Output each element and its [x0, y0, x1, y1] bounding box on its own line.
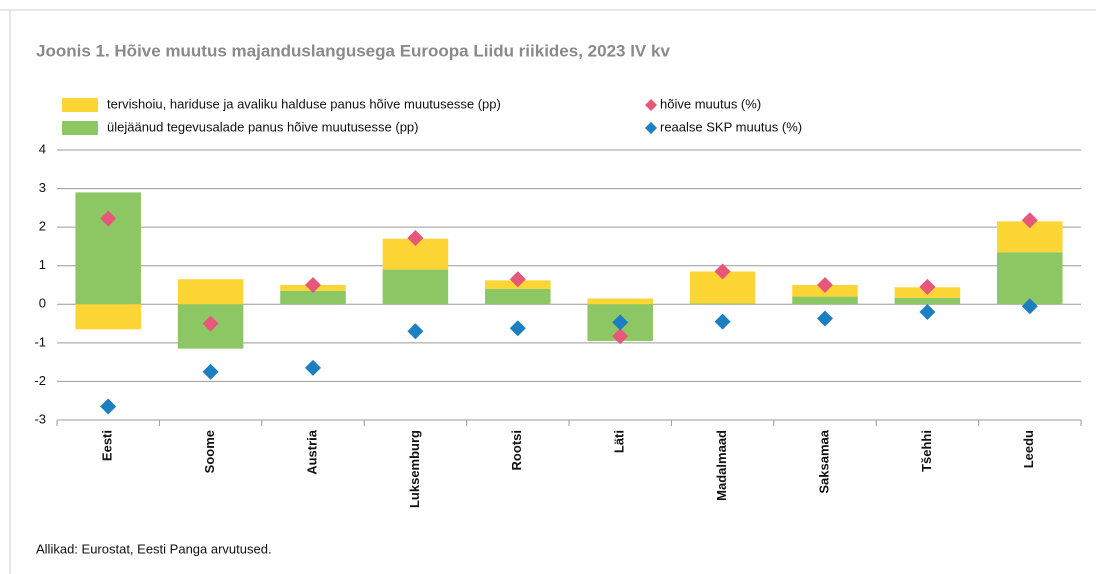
legend-label: reaalse SKP muutus (%): [660, 119, 802, 134]
diamond-marker: [612, 314, 629, 331]
bar-segment: [382, 269, 449, 305]
x-tick-label: Tšehhi: [919, 430, 934, 472]
bar-segment: [485, 288, 551, 305]
bar-segment: [75, 192, 141, 305]
diamond-marker: [817, 310, 833, 327]
bar-segment: [894, 297, 961, 305]
diamond-marker: [305, 359, 321, 376]
source-note: Allikad: Eurostat, Eesti Panga arvutused…: [36, 541, 272, 556]
diamond-marker: [817, 277, 833, 293]
bar-segment: [792, 296, 858, 305]
bar-segment: [75, 304, 141, 330]
chart-title: Joonis 1. Hõive muutus majanduslangusega…: [36, 41, 670, 60]
diamond-marker: [509, 271, 526, 288]
diamond-marker: [1021, 298, 1038, 315]
diamond-marker: [509, 320, 526, 337]
x-tick-label: Soome: [202, 430, 217, 473]
diamond-marker: [407, 323, 424, 340]
bar-segment: [177, 279, 244, 305]
legend-label: hõive muutus (%): [660, 96, 761, 111]
bar-segment: [997, 252, 1063, 305]
x-tick-label: Leedu: [1021, 430, 1036, 468]
diamond-marker: [919, 278, 936, 295]
x-tick-label: Rootsi: [509, 430, 524, 470]
bar-segment: [280, 290, 346, 305]
legend-marker: [645, 122, 657, 134]
legend-marker: [645, 99, 657, 111]
diamond-marker: [100, 398, 117, 415]
x-tick-label: Eesti: [100, 430, 115, 461]
diamond-marker: [305, 277, 321, 293]
y-tick-label: 3: [39, 180, 46, 195]
diamond-marker: [407, 229, 424, 246]
diamond-marker: [202, 363, 219, 380]
bar-segment: [587, 298, 653, 305]
y-tick-label: 2: [39, 219, 46, 234]
x-tick-label: Austria: [304, 429, 319, 475]
y-tick-label: 0: [39, 296, 46, 311]
legend-label: ülejäänud tegevusalade panus hõive muutu…: [107, 119, 419, 134]
y-tick-label: -1: [34, 334, 46, 349]
diamond-marker: [714, 263, 731, 280]
bar-segment: [689, 303, 756, 305]
x-tick-label: Madalmaad: [714, 430, 729, 501]
diamond-marker: [1021, 212, 1038, 229]
diamond-marker: [100, 210, 117, 227]
y-tick-label: 4: [39, 141, 46, 156]
x-tick-label: Luksemburg: [407, 430, 422, 508]
diamond-marker: [714, 313, 731, 330]
diamond-marker: [612, 328, 629, 345]
legend-swatch: [62, 98, 98, 112]
y-tick-label: -3: [34, 411, 46, 426]
x-tick-label: Saksamaa: [816, 429, 831, 493]
legend-label: tervishoiu, hariduse ja avaliku halduse …: [107, 96, 501, 111]
diamond-marker: [919, 304, 936, 320]
x-tick-label: Läti: [612, 430, 627, 453]
y-tick-label: 1: [39, 257, 46, 272]
diamond-marker: [202, 315, 219, 332]
y-tick-label: -2: [34, 373, 46, 388]
legend-swatch: [62, 121, 98, 135]
